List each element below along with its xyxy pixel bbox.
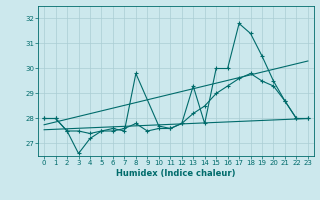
- X-axis label: Humidex (Indice chaleur): Humidex (Indice chaleur): [116, 169, 236, 178]
